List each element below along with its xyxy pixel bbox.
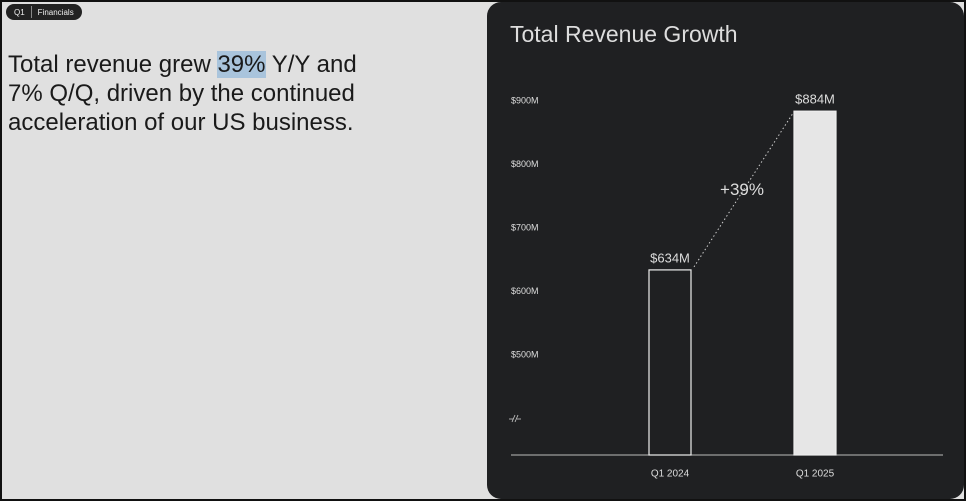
- bar: [648, 269, 692, 456]
- chart: Total Revenue Growth $500M $600M $700M $800…: [487, 2, 964, 499]
- highlight: 39%: [217, 51, 266, 78]
- y-tick-label: $700M: [511, 222, 539, 232]
- x-tick-label: Q1 2024: [651, 469, 690, 480]
- chart-title: Total Revenue Growth: [510, 21, 738, 47]
- tag-text: Q1: [14, 7, 25, 17]
- headline-line: Total revenue grew 39% Y/Y and: [8, 50, 357, 79]
- connector: [693, 112, 794, 268]
- text: Total revenue grew: [8, 51, 218, 78]
- separator: [30, 6, 32, 18]
- tag-pill: Q1 Financials: [6, 4, 82, 20]
- panel: [487, 2, 964, 499]
- y-tick-label: $800M: [511, 159, 539, 169]
- text: 7% Q/Q, driven by the continued: [8, 80, 355, 107]
- y-tick-label: $500M: [511, 349, 539, 359]
- text: acceleration of our US business.: [8, 109, 354, 136]
- axis-break: [509, 414, 521, 423]
- headline-line: acceleration of our US business.: [8, 108, 357, 137]
- annotation: +39%: [720, 180, 764, 199]
- tag-text: Financials: [37, 7, 74, 17]
- headline-line: 7% Q/Q, driven by the continued: [8, 79, 357, 108]
- y-tick-label: $900M: [511, 95, 539, 105]
- bar: [793, 110, 837, 456]
- text: Y/Y and: [265, 51, 357, 78]
- x-tick-label: Q1 2025: [796, 469, 835, 480]
- headline: Total revenue grew 39% Y/Y and 7% Q/Q, d…: [8, 50, 357, 137]
- y-tick-label: $600M: [511, 286, 539, 296]
- value-label: $884M: [795, 92, 835, 107]
- value-label: $634M: [650, 250, 690, 265]
